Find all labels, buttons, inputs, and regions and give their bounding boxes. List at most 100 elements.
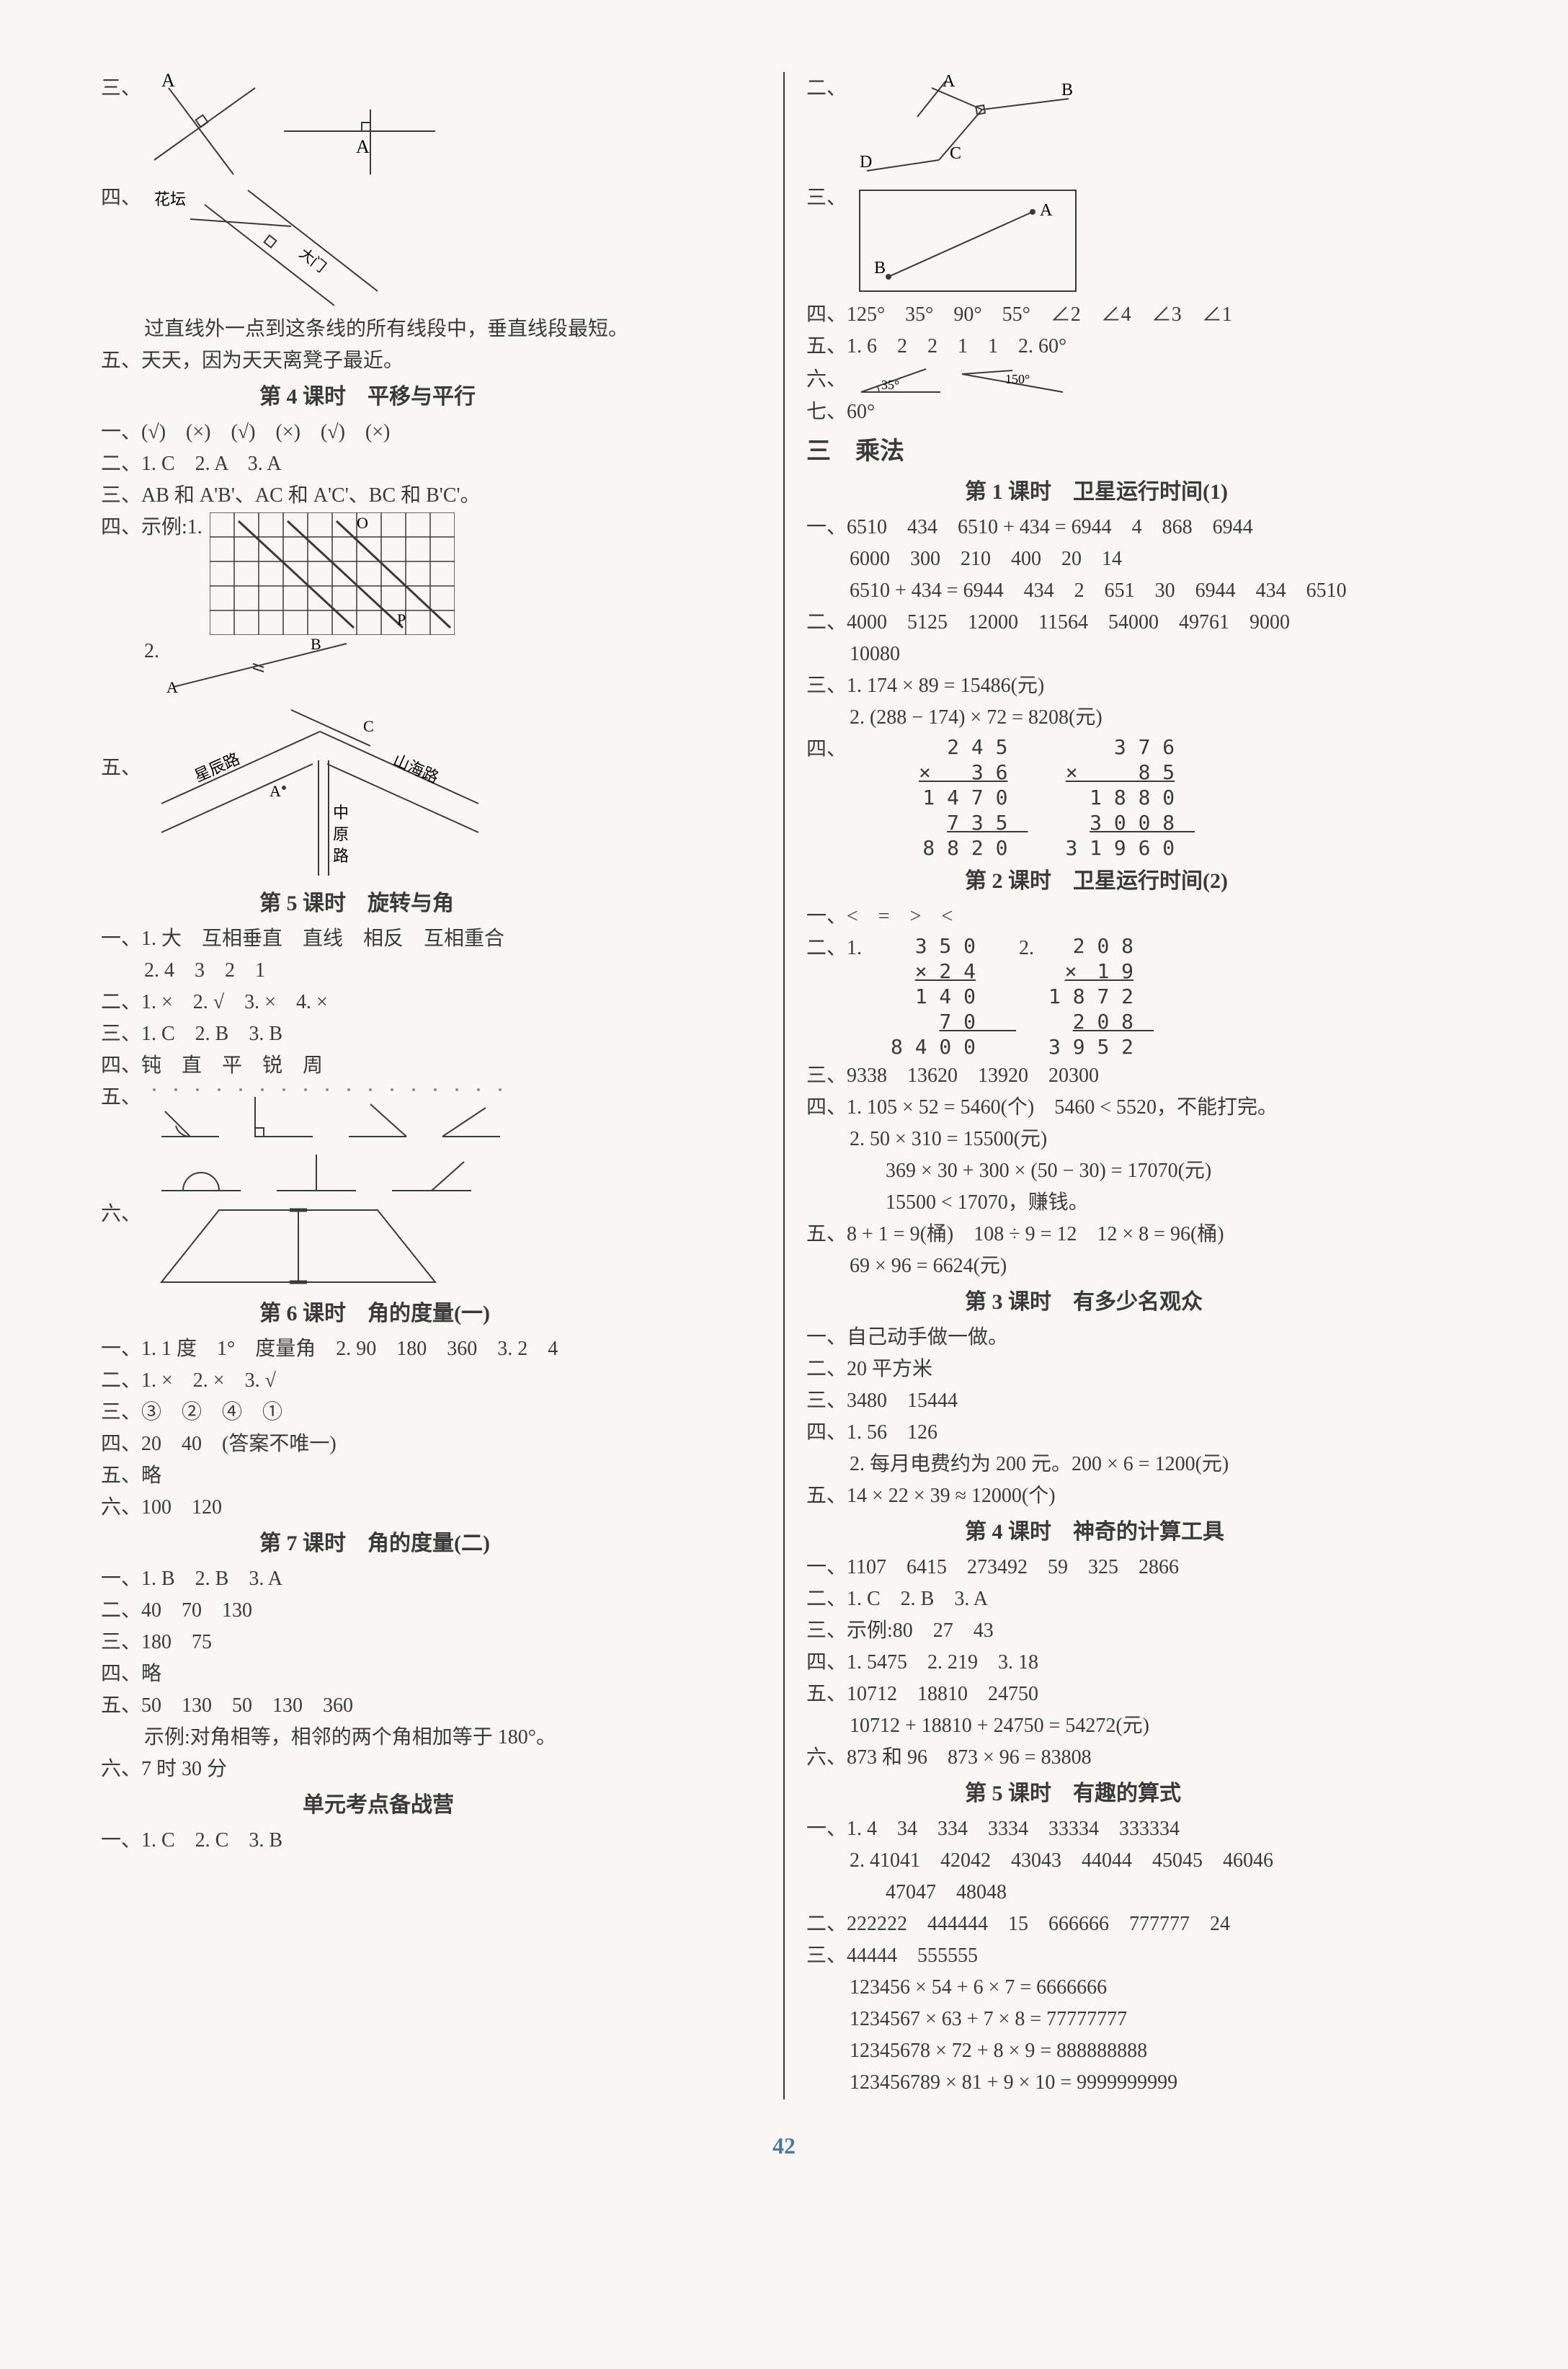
s33-l3: 三、3480 15444 (806, 1386, 1467, 1416)
s4-line1: 一、(√) (×) (√) (×) (√) (×) (101, 417, 762, 448)
svg-text:A: A (166, 678, 178, 694)
mult-4: 2 0 8 × 1 9 1 8 7 2 2 0 8 3 9 5 2 (1048, 933, 1133, 1059)
s34-l3: 三、示例:80 27 43 (806, 1616, 1467, 1646)
diag-5-container: 五、 星辰路 山海路 中 原 路 C A (101, 695, 762, 883)
s5-line6: 六、 (101, 1199, 762, 1293)
s31-l2b: 10080 (806, 639, 1467, 670)
s33-l5: 五、14 × 22 × 39 ≈ 12000(个) (806, 1481, 1467, 1511)
s32-l5: 五、8 + 1 = 9(桶) 108 ÷ 9 = 12 12 × 8 = 96(… (806, 1219, 1467, 1250)
s32-l4c: 369 × 30 + 300 × (50 − 30) = 17070(元) (806, 1156, 1467, 1186)
svg-text:路: 路 (333, 847, 349, 865)
s32-l1: 一、< = > < (806, 902, 1467, 932)
s6-line2: 二、1. × 2. × 3. √ (101, 1366, 762, 1396)
r-diag2: 二、 A B C D (806, 74, 1467, 182)
s4-line2: 二、1. C 2. A 3. A (101, 449, 762, 479)
svg-text:山海路: 山海路 (391, 751, 441, 787)
heading-3-3: 第 3 课时 有多少名观众 (806, 1286, 1467, 1318)
label-san: 三、 A A (101, 74, 762, 182)
s32-l3: 三、9338 13620 13920 20300 (806, 1061, 1467, 1091)
r-line7: 七、60° (806, 397, 1467, 427)
s32-l4b: 2. 50 × 310 = 15500(元) (806, 1124, 1467, 1155)
s7-line3: 三、180 75 (101, 1627, 762, 1658)
svg-text:35°: 35° (881, 378, 899, 392)
s6-line5: 五、略 (101, 1461, 762, 1491)
heading-3-4: 第 4 课时 神奇的计算工具 (806, 1516, 1467, 1548)
s34-l4: 四、1. 5475 2. 219 3. 18 (806, 1648, 1467, 1678)
line-5: 五、天天，因为天天离凳子最近。 (101, 346, 762, 376)
s5-line2: 二、1. × 2. √ 3. × 4. × (101, 987, 762, 1018)
svg-text:中: 中 (333, 804, 349, 822)
s7-line5: 五、50 130 50 130 360 (101, 1691, 762, 1721)
label-A: A (161, 74, 175, 91)
r-line4: 四、125° 35° 90° 55° ∠2 ∠4 ∠3 ∠1 (806, 300, 1467, 330)
s5-line5: 五、 (101, 1083, 762, 1198)
s35-l2: 二、222222 444444 15 666666 777777 24 (806, 1909, 1467, 1939)
s4-line3: 三、AB 和 A'B'、AC 和 A'C'、BC 和 B'C'。 (101, 481, 762, 511)
mult-3: 3 5 0 × 2 4 1 4 0 7 0 8 4 0 0 (891, 933, 976, 1059)
explanation-text: 过直线外一点到这条线的所有线段中，垂直线段最短。 (101, 314, 762, 345)
s33-l4b: 2. 每月电费约为 200 元。200 × 6 = 1200(元) (806, 1449, 1467, 1480)
s34-l1: 一、1107 6415 273492 59 325 2866 (806, 1552, 1467, 1583)
heading-3-1: 第 1 课时 卫星运行时间(1) (806, 476, 1467, 508)
page-number: 42 (101, 2128, 1467, 2163)
s35-l3c: 1234567 × 63 + 7 × 8 = 77777777 (806, 2004, 1467, 2035)
s34-l2: 二、1. C 2. B 3. A (806, 1584, 1467, 1614)
s5-line1: 一、1. 大 互相垂直 直线 相反 互相重合 (101, 924, 762, 954)
s35-l1b: 2. 41041 42042 43043 44044 45045 46046 (806, 1846, 1467, 1876)
line-ab-diagram: A B (166, 636, 354, 694)
s7-line6: 六、7 时 30 分 (101, 1754, 762, 1784)
s31-l1: 一、6510 434 6510 + 434 = 6944 4 868 6944 (806, 512, 1467, 543)
s6-line3: 三、③ ② ④ ① (101, 1397, 762, 1428)
s31-l3: 三、1. 174 × 89 = 15486(元) (806, 671, 1467, 701)
s5-line1b: 2. 4 3 2 1 (101, 956, 762, 986)
svg-text:150°: 150° (1005, 372, 1030, 386)
perpendicular-diagram-1: A A (147, 74, 435, 182)
svg-text:C: C (950, 144, 961, 163)
svg-text:C: C (363, 717, 374, 735)
mult-1: 2 4 5 × 3 6 1 4 7 0 7 3 5 8 8 2 0 (919, 734, 1007, 861)
s7-line5b: 示例:对角相等，相邻的两个角相加等于 180°。 (101, 1723, 762, 1753)
s6-line1: 一、1. 1 度 1° 度量角 2. 90 180 360 3. 2 4 (101, 1334, 762, 1364)
heading-lesson5: 第 5 课时 旋转与角 (101, 887, 762, 920)
angles-dotgrid (147, 1083, 507, 1198)
s35-l1c: 47047 48048 (806, 1877, 1467, 1908)
u-line1: 一、1. C 2. C 3. B (101, 1826, 762, 1856)
s5-line4: 四、钝 直 平 锐 周 (101, 1051, 762, 1081)
svg-text:B: B (1061, 81, 1073, 99)
svg-text:O: O (357, 514, 368, 532)
svg-text:A: A (943, 74, 956, 91)
r-line5: 五、1. 6 2 2 1 1 2. 60° (806, 332, 1467, 362)
s7-line1: 一、1. B 2. B 3. A (101, 1564, 762, 1594)
svg-text:花坛: 花坛 (154, 190, 186, 208)
label-si: 四、 花坛 大门 (101, 183, 762, 313)
s33-l1: 一、自己动手做一做。 (806, 1323, 1467, 1353)
mult-2: 3 7 6 × 8 5 1 8 8 0 3 0 0 8 3 1 9 6 0 (1065, 734, 1175, 861)
svg-text:A: A (270, 782, 281, 800)
quadrilateral-diagram: A B C D (852, 74, 1112, 182)
svg-text:A: A (356, 136, 370, 157)
s35-l1: 一、1. 4 34 334 3334 33334 333334 (806, 1814, 1467, 1844)
s32-l4d: 15500 < 17070，赚钱。 (806, 1188, 1467, 1218)
roads-diagram: 星辰路 山海路 中 原 路 C A (147, 695, 493, 883)
angle-35: 35° (854, 363, 948, 396)
s5-line3: 三、1. C 2. B 3. B (101, 1019, 762, 1049)
heading-3-2: 第 2 课时 卫星运行时间(2) (806, 865, 1467, 897)
s31-l1b: 6000 300 210 400 20 14 (806, 544, 1467, 574)
flower-bed-diagram: 花坛 大门 (147, 183, 421, 313)
svg-text:星辰路: 星辰路 (192, 750, 242, 786)
svg-text:B: B (311, 636, 321, 653)
s6-line6: 六、100 120 (101, 1493, 762, 1523)
s35-l3d: 12345678 × 72 + 8 × 9 = 888888888 (806, 2036, 1467, 2066)
heading-lesson7: 第 7 课时 角的度量(二) (101, 1527, 762, 1560)
s31-l3b: 2. (288 − 174) × 72 = 8208(元) (806, 703, 1467, 733)
svg-text:P: P (397, 610, 406, 628)
label-text: 三、 (101, 74, 141, 104)
s33-l4: 四、1. 56 126 (806, 1418, 1467, 1448)
r-line6: 六、 35° 150° (806, 363, 1467, 396)
s6-line4: 四、20 40 (答案不唯一) (101, 1429, 762, 1459)
left-column: 三、 A A 四、 花坛 大门 过直线外一点到 (101, 72, 762, 2099)
label-text: 四、 (101, 183, 141, 213)
s31-l2: 二、4000 5125 12000 11564 54000 49761 9000 (806, 608, 1467, 638)
angle-150: 150° (955, 363, 1070, 396)
heading-lesson6: 第 6 课时 角的度量(一) (101, 1297, 762, 1330)
